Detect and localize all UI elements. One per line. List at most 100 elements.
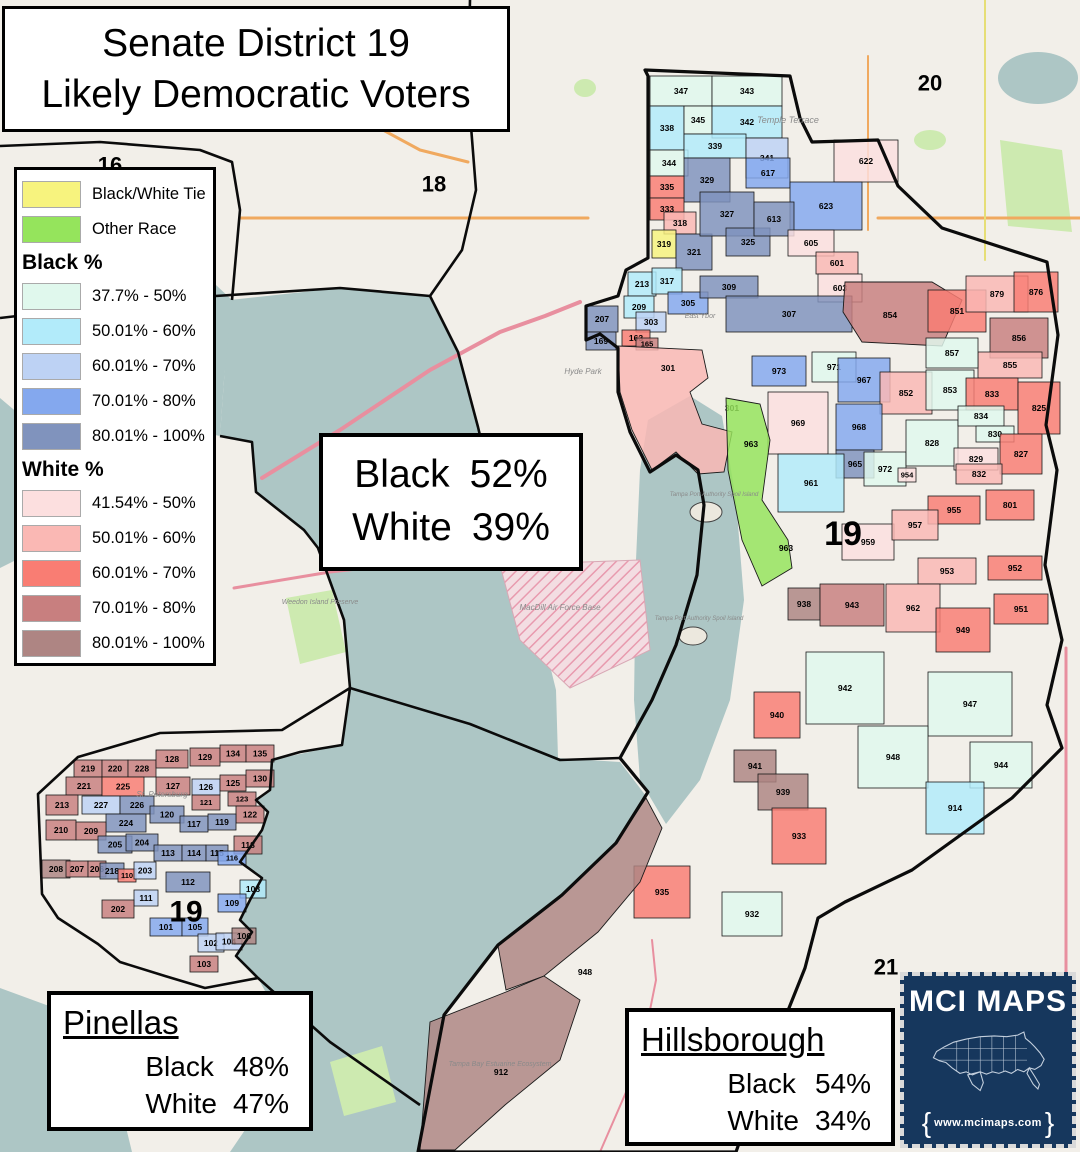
precinct-801 bbox=[985, 489, 1035, 521]
hillsborough-stats-box: Hillsborough Black 54% White 34% bbox=[625, 1008, 895, 1146]
precinct-120 bbox=[149, 805, 185, 824]
precinct-label-327: 327 bbox=[720, 209, 734, 219]
precinct-944 bbox=[969, 741, 1033, 789]
pinellas-stats: Black 48% White 47% bbox=[63, 1049, 297, 1121]
legend-swatch-w3 bbox=[22, 560, 81, 587]
park-area bbox=[330, 1046, 396, 1116]
precinct-label-121: 121 bbox=[200, 798, 213, 807]
precinct-959 bbox=[841, 523, 895, 561]
legend-label-b2: 50.01% - 60% bbox=[92, 322, 196, 340]
precinct-label-319: 319 bbox=[657, 239, 671, 249]
precinct-label-943: 943 bbox=[845, 600, 859, 610]
precinct-label-123: 123 bbox=[236, 795, 249, 804]
precinct-932 bbox=[721, 891, 783, 937]
precinct-label-948: 948 bbox=[578, 967, 592, 977]
precinct-301 bbox=[617, 345, 733, 475]
precinct-label-944: 944 bbox=[994, 760, 1008, 770]
place-label: Tampa Bay Estuarine Ecosystem bbox=[449, 1061, 552, 1068]
precinct-951 bbox=[993, 593, 1049, 625]
precinct-label-941: 941 bbox=[748, 761, 762, 771]
district-white-value: 39% bbox=[471, 506, 550, 549]
precinct-825 bbox=[1017, 381, 1061, 435]
district-black-label: Black bbox=[354, 453, 450, 497]
legend-swatch-w2 bbox=[22, 525, 81, 552]
legend-row-b4: 70.01% - 80% bbox=[22, 384, 213, 419]
precinct-label-876: 876 bbox=[1029, 287, 1043, 297]
precinct-952 bbox=[987, 555, 1043, 581]
precinct-207 bbox=[585, 305, 619, 333]
precinct-label-601: 601 bbox=[830, 258, 844, 268]
district-boundary-water bbox=[0, 140, 242, 301]
district-black-stat: Black 52% bbox=[354, 449, 547, 502]
precinct-label-962: 962 bbox=[906, 603, 920, 613]
legend-header-white: White % bbox=[22, 458, 104, 481]
legend-swatch-tie bbox=[22, 181, 81, 208]
precinct-label-208: 208 bbox=[49, 864, 63, 874]
precinct-label-118: 118 bbox=[241, 840, 255, 850]
precinct-label-206: 206 bbox=[90, 864, 104, 874]
precinct-label-120: 120 bbox=[160, 810, 174, 820]
precinct-label-832: 832 bbox=[972, 469, 986, 479]
spoil-island bbox=[689, 501, 723, 523]
precinct-957 bbox=[891, 509, 939, 541]
precinct-303 bbox=[635, 311, 667, 333]
precinct-305 bbox=[667, 291, 709, 315]
precinct-label-940: 940 bbox=[770, 710, 784, 720]
legend-label-b3: 60.01% - 70% bbox=[92, 357, 196, 375]
precinct-label-912: 912 bbox=[494, 1067, 508, 1077]
precinct-label-829: 829 bbox=[969, 454, 983, 464]
legend-swatch-w1 bbox=[22, 490, 81, 517]
park-area bbox=[574, 79, 596, 97]
district-boundary bbox=[36, 686, 352, 990]
precinct-109 bbox=[217, 893, 247, 913]
precinct-label-309: 309 bbox=[722, 282, 736, 292]
legend-row-w4: 70.01% - 80% bbox=[22, 591, 213, 626]
precinct-label-117: 117 bbox=[187, 819, 201, 829]
precinct-label-345: 345 bbox=[691, 115, 705, 125]
precinct-label-952: 952 bbox=[1008, 563, 1022, 573]
legend-row-w5: 80.01% - 100% bbox=[22, 626, 213, 661]
legend-swatch-b2 bbox=[22, 318, 81, 345]
precinct-852 bbox=[879, 371, 933, 415]
legend-swatch-b3 bbox=[22, 353, 81, 380]
precinct-942 bbox=[805, 651, 885, 725]
macdill-base-area bbox=[499, 559, 651, 689]
legend-swatch-other bbox=[22, 216, 81, 243]
district-boundary-water bbox=[349, 686, 621, 762]
legend-swatch-b1 bbox=[22, 283, 81, 310]
precinct-label-935: 935 bbox=[655, 887, 669, 897]
precinct-345 bbox=[683, 105, 713, 135]
legend-swatch-w4 bbox=[22, 595, 81, 622]
hillsborough-white-label: White bbox=[727, 1105, 799, 1136]
precinct-111 bbox=[133, 889, 159, 907]
precinct-832 bbox=[955, 463, 1003, 485]
precinct-label-228: 228 bbox=[135, 764, 149, 774]
legend-row-tie: Black/White Tie bbox=[22, 177, 213, 212]
legend-swatch-b4 bbox=[22, 388, 81, 415]
precinct-label-617: 617 bbox=[761, 168, 775, 178]
precinct-342 bbox=[711, 105, 783, 139]
legend-row-w2: 50.01% - 60% bbox=[22, 521, 213, 556]
spoil-island bbox=[678, 626, 708, 646]
precinct-label-953: 953 bbox=[940, 566, 954, 576]
precinct-label-321: 321 bbox=[687, 247, 701, 257]
precinct-130 bbox=[245, 769, 275, 788]
precinct-label-342: 342 bbox=[740, 117, 754, 127]
precinct-label-801: 801 bbox=[1003, 500, 1017, 510]
district-number-18: 18 bbox=[422, 172, 446, 197]
precinct-label-833: 833 bbox=[985, 389, 999, 399]
precinct-940 bbox=[753, 691, 801, 739]
place-label: St. Petersburg bbox=[136, 790, 188, 799]
precinct-label-227: 227 bbox=[94, 800, 108, 810]
precinct-label-213: 213 bbox=[55, 800, 69, 810]
precinct-961 bbox=[777, 453, 845, 513]
hillsborough-white-value: 34% bbox=[814, 1105, 871, 1136]
precinct-857 bbox=[925, 337, 979, 369]
precinct-label-855: 855 bbox=[1003, 360, 1017, 370]
precinct-963 bbox=[725, 397, 793, 587]
precinct-label-122: 122 bbox=[243, 810, 257, 820]
district-number-19: 19 bbox=[169, 896, 202, 929]
legend-header-black: Black % bbox=[22, 251, 103, 274]
brace-left: { bbox=[921, 1107, 932, 1138]
water-body bbox=[634, 396, 744, 824]
